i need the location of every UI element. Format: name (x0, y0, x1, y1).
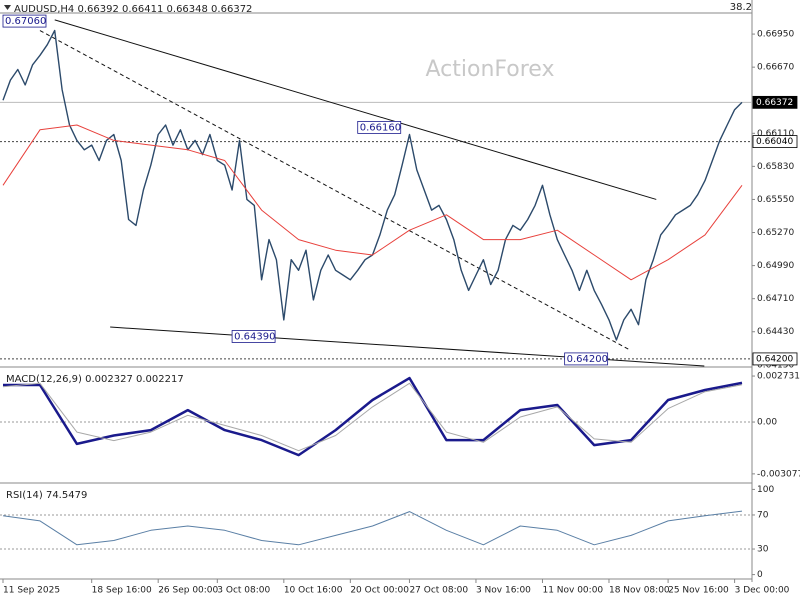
y-tick-label: 0.64710 (757, 294, 794, 304)
watermark: ActionForex (426, 57, 555, 82)
x-tick-label: 3 Oct 08:00 (217, 586, 270, 596)
y-tick-label: 0.65270 (757, 228, 794, 238)
y-tick-label: 30 (757, 545, 769, 555)
annotation-label: 0.64390 (234, 331, 275, 342)
x-tick-label: 3 Dec 00:00 (735, 586, 790, 596)
x-tick-label: 26 Sep 00:00 (158, 586, 218, 596)
annotation-label: 0.67060 (5, 16, 46, 27)
x-tick-label: 27 Oct 08:00 (409, 586, 468, 596)
series-line (2, 510, 743, 546)
price-marker-label: 0.66372 (756, 98, 793, 108)
panel-title: MACD(12,26,9) 0.002327 0.002217 (6, 374, 184, 385)
menu-icon[interactable] (4, 5, 11, 10)
y-tick-label: 0.66110 (757, 129, 794, 139)
annotation-label: 0.66160 (360, 122, 401, 133)
y-tick-label: -0.003077 (757, 469, 800, 479)
y-tick-label: 0.64990 (757, 261, 794, 271)
x-tick-label: 18 Nov 08:00 (609, 586, 670, 596)
series-line (2, 382, 743, 452)
y-tick-label: 0.65550 (757, 195, 794, 205)
y-tick-label: 0.65830 (757, 162, 794, 172)
x-tick-label: 25 Nov 16:00 (668, 586, 729, 596)
price-marker-label: 0.64200 (756, 354, 793, 364)
price-marker-box (752, 352, 798, 366)
annotation-box (357, 120, 402, 134)
annotation-box (564, 352, 609, 366)
x-tick-label: 10 Oct 16:00 (284, 586, 343, 596)
scale-note: 38.2 (730, 2, 752, 13)
x-tick-label: 11 Nov 00:00 (542, 586, 603, 596)
y-tick-label: 0.64150 (757, 360, 794, 370)
annotation-label: 0.64200 (567, 354, 608, 365)
x-tick-label: 20 Oct 00:00 (350, 586, 409, 596)
y-tick-label: 0.66950 (757, 30, 794, 40)
series-line (3, 376, 743, 457)
y-tick-label: 0.00 (757, 418, 777, 428)
x-tick-label: 3 Nov 16:00 (476, 586, 531, 596)
y-tick-label: 0 (757, 570, 763, 580)
panel-title: RSI(14) 74.5479 (6, 490, 87, 501)
trendline (54, 19, 657, 200)
y-tick-label: 0.64430 (757, 327, 794, 337)
annotation-box (2, 14, 47, 28)
x-tick-label: 11 Sep 2025 (3, 586, 60, 596)
x-tick-label: 18 Sep 16:00 (92, 586, 152, 596)
annotation-box (231, 330, 276, 343)
price-marker-box (752, 95, 798, 109)
y-tick-label: 0.002731 (757, 372, 800, 382)
chart-title: AUDUSD,H4 0.66392 0.66411 0.66348 0.6637… (14, 4, 252, 15)
y-tick-label: 70 (757, 510, 769, 520)
series-line (2, 124, 743, 281)
y-tick-label: 0.66670 (757, 63, 794, 73)
price-marker-box (752, 135, 798, 148)
y-tick-label: 100 (757, 485, 774, 495)
price-marker-label: 0.66040 (756, 137, 793, 147)
